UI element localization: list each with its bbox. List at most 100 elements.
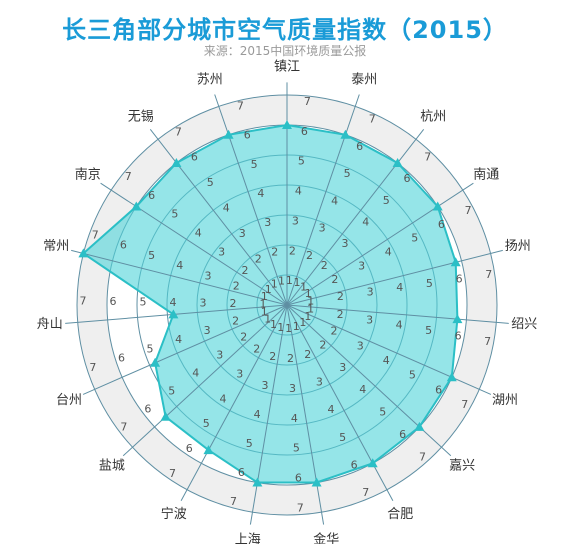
tick-label: 2 xyxy=(255,252,262,265)
tick-label: 2 xyxy=(337,290,344,303)
tick-label: 5 xyxy=(203,417,210,430)
tick-label: 5 xyxy=(339,431,346,444)
tick-label: 7 xyxy=(304,95,311,108)
tick-label: 2 xyxy=(230,297,237,310)
tick-label: 4 xyxy=(291,412,298,425)
tick-label: 2 xyxy=(306,249,313,262)
tick-label: 5 xyxy=(379,406,386,419)
data-area xyxy=(81,123,459,484)
spoke-4 xyxy=(286,249,503,306)
tick-label: 5 xyxy=(171,208,178,221)
tick-label: 2 xyxy=(242,264,249,277)
tick-label: 7 xyxy=(362,486,369,499)
spoke-11 xyxy=(180,304,288,502)
tick-label: 2 xyxy=(337,308,344,321)
data-point-13 xyxy=(150,357,161,367)
tick-label: 4 xyxy=(328,403,335,416)
tick-label: 3 xyxy=(319,222,326,235)
tick-label: 5 xyxy=(383,194,390,207)
tick-label: 3 xyxy=(367,286,374,299)
tick-label: 6 xyxy=(238,466,245,479)
category-label: 绍兴 xyxy=(511,317,537,332)
tick-label: 6 xyxy=(186,442,193,455)
tick-label: 5 xyxy=(425,324,432,337)
tick-label: 7 xyxy=(230,495,237,508)
spoke-8 xyxy=(286,304,394,502)
data-point-2 xyxy=(392,158,403,167)
tick-label: 6 xyxy=(301,125,308,138)
tick-label: 1 xyxy=(278,275,285,288)
tick-label: 6 xyxy=(404,172,411,185)
tick-label: 2 xyxy=(289,244,296,257)
tick-label: 7 xyxy=(461,398,468,411)
data-point-9 xyxy=(311,477,322,487)
tick-label: 1 xyxy=(299,316,306,329)
tick-label: 7 xyxy=(237,99,244,112)
tick-label: 7 xyxy=(92,228,99,241)
tick-label: 4 xyxy=(385,246,392,259)
tick-label: 5 xyxy=(246,437,253,450)
tick-label: 3 xyxy=(204,324,211,337)
data-point-5 xyxy=(452,314,463,324)
tick-label: 3 xyxy=(289,382,296,395)
tick-label: 6 xyxy=(356,140,363,153)
data-point-14 xyxy=(168,309,179,319)
spoke-10 xyxy=(249,304,288,525)
tick-label: 2 xyxy=(253,343,260,356)
tick-label: 1 xyxy=(307,295,314,308)
tick-label: 4 xyxy=(331,194,338,207)
category-label: 镇江 xyxy=(274,60,300,75)
tick-label: 6 xyxy=(455,330,462,343)
tick-label: 4 xyxy=(170,296,177,309)
tick-label: 5 xyxy=(409,369,416,382)
tick-label: 5 xyxy=(168,385,175,398)
tick-label: 1 xyxy=(285,322,292,335)
tick-label: 7 xyxy=(169,467,176,480)
tick-label: 1 xyxy=(264,312,271,325)
data-point-4 xyxy=(450,257,461,267)
category-label: 南通 xyxy=(473,166,499,182)
data-point-11 xyxy=(203,445,214,455)
tick-label: 4 xyxy=(192,367,199,380)
data-point-17 xyxy=(171,158,182,167)
tick-label: 1 xyxy=(277,321,284,334)
tick-label: 6 xyxy=(110,295,117,308)
tick-label: 5 xyxy=(426,277,433,290)
tick-label: 7 xyxy=(297,502,304,515)
tick-label: 5 xyxy=(147,342,154,355)
spoke-12 xyxy=(122,304,288,457)
tick-label: 2 xyxy=(232,315,239,328)
tick-label: 7 xyxy=(424,150,431,163)
tick-label: 4 xyxy=(359,383,366,396)
tick-label: 1 xyxy=(261,290,268,303)
tick-label: 1 xyxy=(271,278,278,291)
data-point-18 xyxy=(223,129,234,139)
data-point-1 xyxy=(340,129,351,139)
chart-subtitle: 来源：2015中国环境质量公报 xyxy=(203,44,367,58)
tick-label: 4 xyxy=(396,281,403,294)
tick-label: 2 xyxy=(319,338,326,351)
tick-label: 4 xyxy=(220,392,227,405)
tick-label: 6 xyxy=(118,352,125,365)
spoke-2 xyxy=(286,128,425,306)
tick-label: 3 xyxy=(339,361,346,374)
spoke-13 xyxy=(82,304,288,395)
tick-label: 3 xyxy=(292,214,299,227)
tick-label: 6 xyxy=(148,189,155,202)
tick-label: 5 xyxy=(298,155,305,168)
tick-label: 3 xyxy=(200,297,207,310)
tick-label: 3 xyxy=(205,269,212,282)
category-label: 湖州 xyxy=(492,393,518,408)
tick-label: 3 xyxy=(262,379,269,392)
tick-label: 1 xyxy=(307,302,314,315)
tick-label: 6 xyxy=(399,428,406,441)
tick-label: 2 xyxy=(271,245,278,258)
data-point-8 xyxy=(367,458,378,468)
category-label: 嘉兴 xyxy=(449,459,475,474)
tick-label: 2 xyxy=(304,348,311,361)
tick-label: 1 xyxy=(270,318,277,331)
category-label: 苏州 xyxy=(197,71,223,87)
tick-label: 2 xyxy=(331,273,338,286)
